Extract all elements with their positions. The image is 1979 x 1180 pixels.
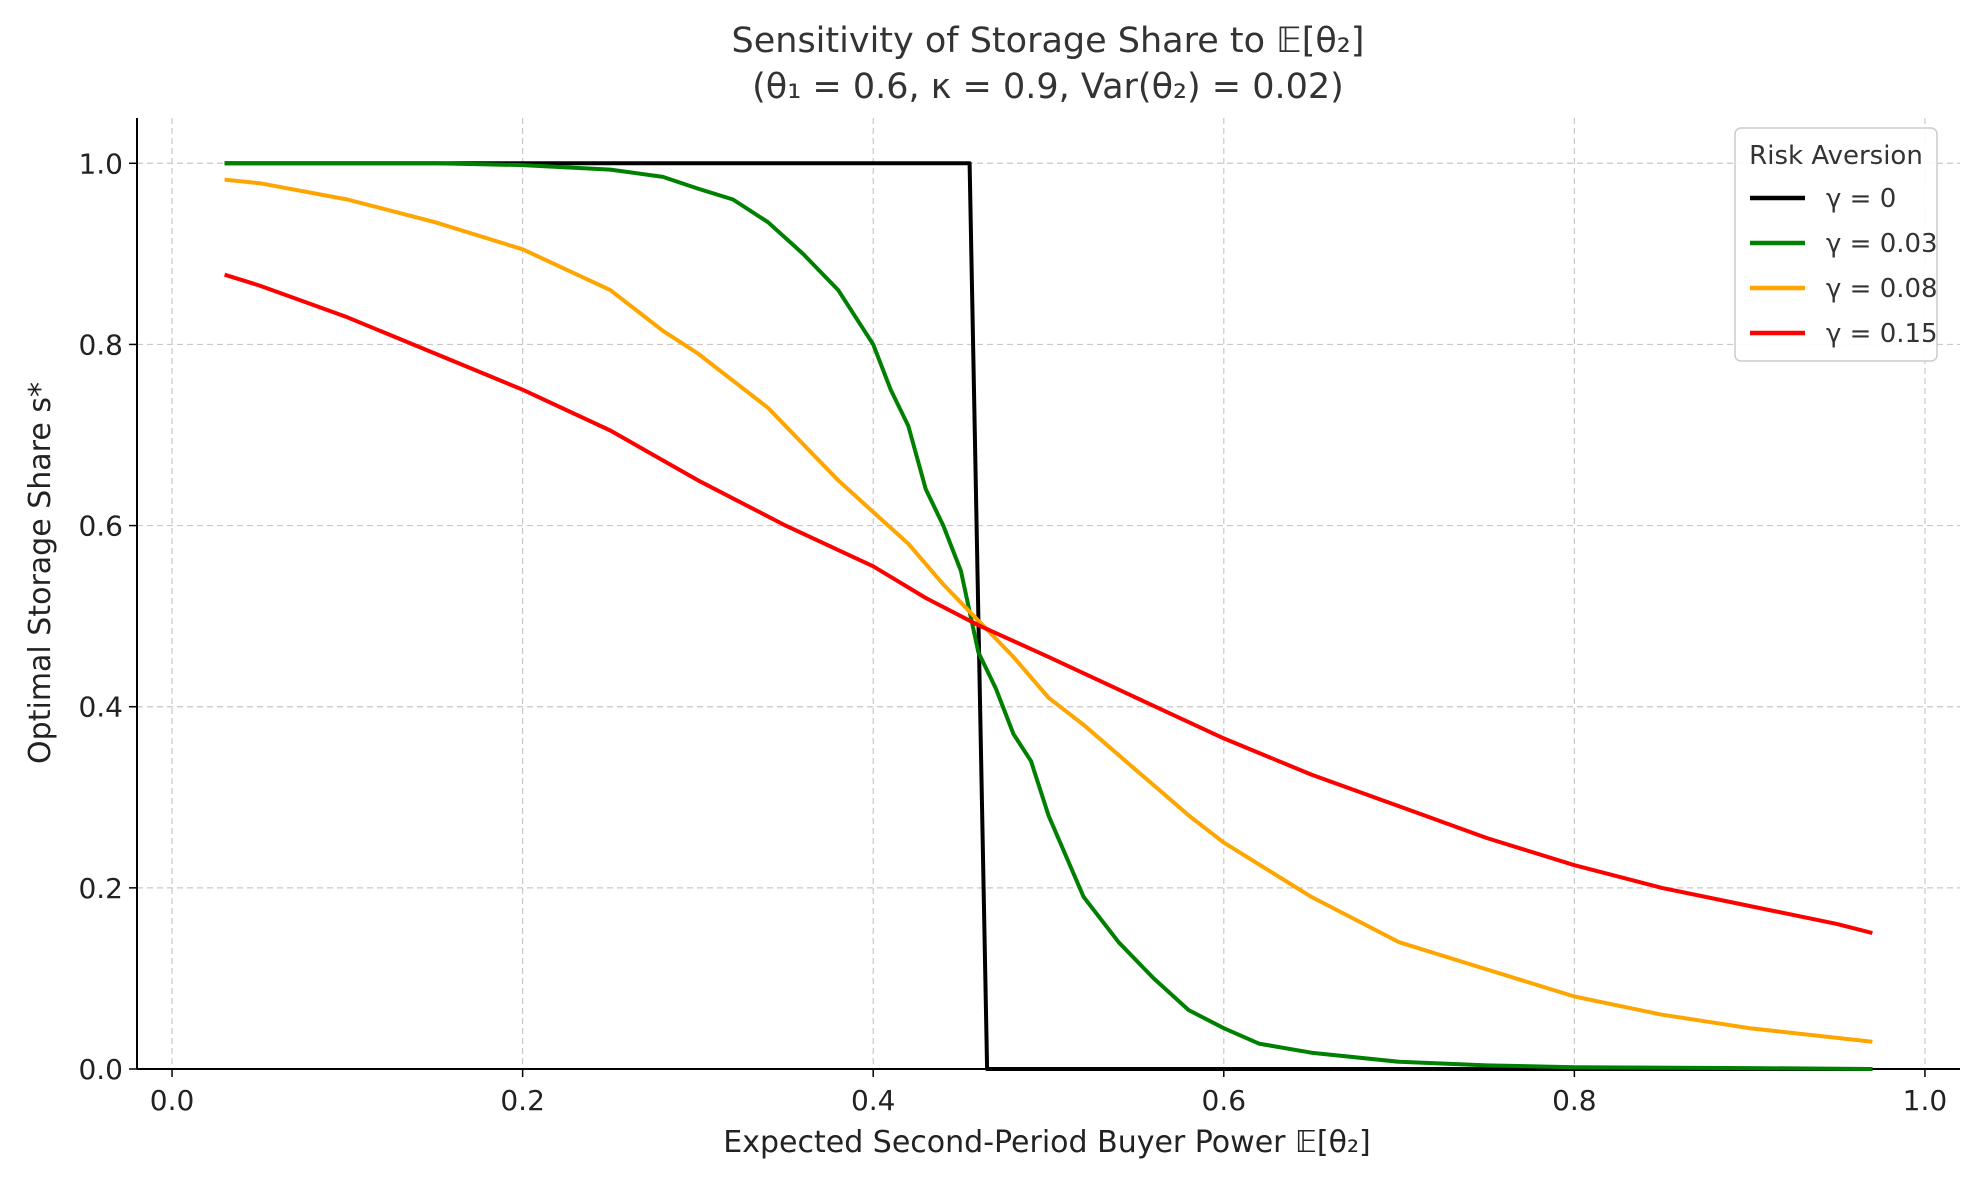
y-tick-label: 0.8 bbox=[78, 328, 123, 361]
series-line-0 bbox=[224, 161, 1873, 1071]
legend-label: γ = 0.15 bbox=[1826, 319, 1938, 349]
grid bbox=[137, 118, 1960, 1070]
x-tick-label: 0.6 bbox=[1202, 1084, 1247, 1117]
x-tick-label: 0.0 bbox=[150, 1084, 195, 1117]
x-tick-label: 0.4 bbox=[851, 1084, 896, 1117]
y-tick-label: 0.6 bbox=[78, 510, 123, 543]
legend-label: γ = 0 bbox=[1826, 184, 1896, 214]
y-tick-label: 0.0 bbox=[78, 1053, 123, 1086]
axes bbox=[136, 118, 1960, 1070]
legend-label: γ = 0.03 bbox=[1826, 229, 1938, 259]
legend: Risk Aversion γ = 0γ = 0.03γ = 0.08γ = 0… bbox=[1734, 127, 1938, 362]
chart-title: Sensitivity of Storage Share to 𝔼[θ₂] bbox=[732, 21, 1365, 61]
series-line-2 bbox=[224, 177, 1873, 1044]
ticks: 0.0 0.2 0.4 0.6 0.8 1.0 0.0 0.2 0.4 0.6 0.8 1.0 bbox=[78, 147, 1947, 1117]
x-axis-label: Expected Second-Period Buyer Power 𝔼[θ₂] bbox=[723, 1125, 1370, 1160]
x-tick-label: 0.8 bbox=[1552, 1084, 1597, 1117]
y-tick-label: 1.0 bbox=[78, 147, 123, 180]
series-line-3 bbox=[224, 272, 1873, 936]
series-group bbox=[224, 161, 1873, 1071]
legend-entries: γ = 0 γ = 0.03 γ = 0.08 γ = 0.15 bbox=[1750, 184, 1938, 349]
legend-label: γ = 0.08 bbox=[1826, 274, 1938, 304]
y-tick-label: 0.4 bbox=[78, 691, 123, 724]
legend-title: Risk Aversion bbox=[1749, 141, 1923, 171]
y-axis-label: Optimal Storage Share s* bbox=[23, 382, 58, 764]
series-line-1 bbox=[224, 161, 1873, 1071]
chart-subtitle: (θ₁ = 0.6, κ = 0.9, Var(θ₂) = 0.02) bbox=[752, 67, 1344, 107]
y-tick-label: 0.2 bbox=[78, 872, 123, 905]
x-tick-label: 0.2 bbox=[500, 1084, 545, 1117]
legend-box bbox=[1734, 127, 1938, 362]
x-tick-label: 1.0 bbox=[1903, 1084, 1948, 1117]
